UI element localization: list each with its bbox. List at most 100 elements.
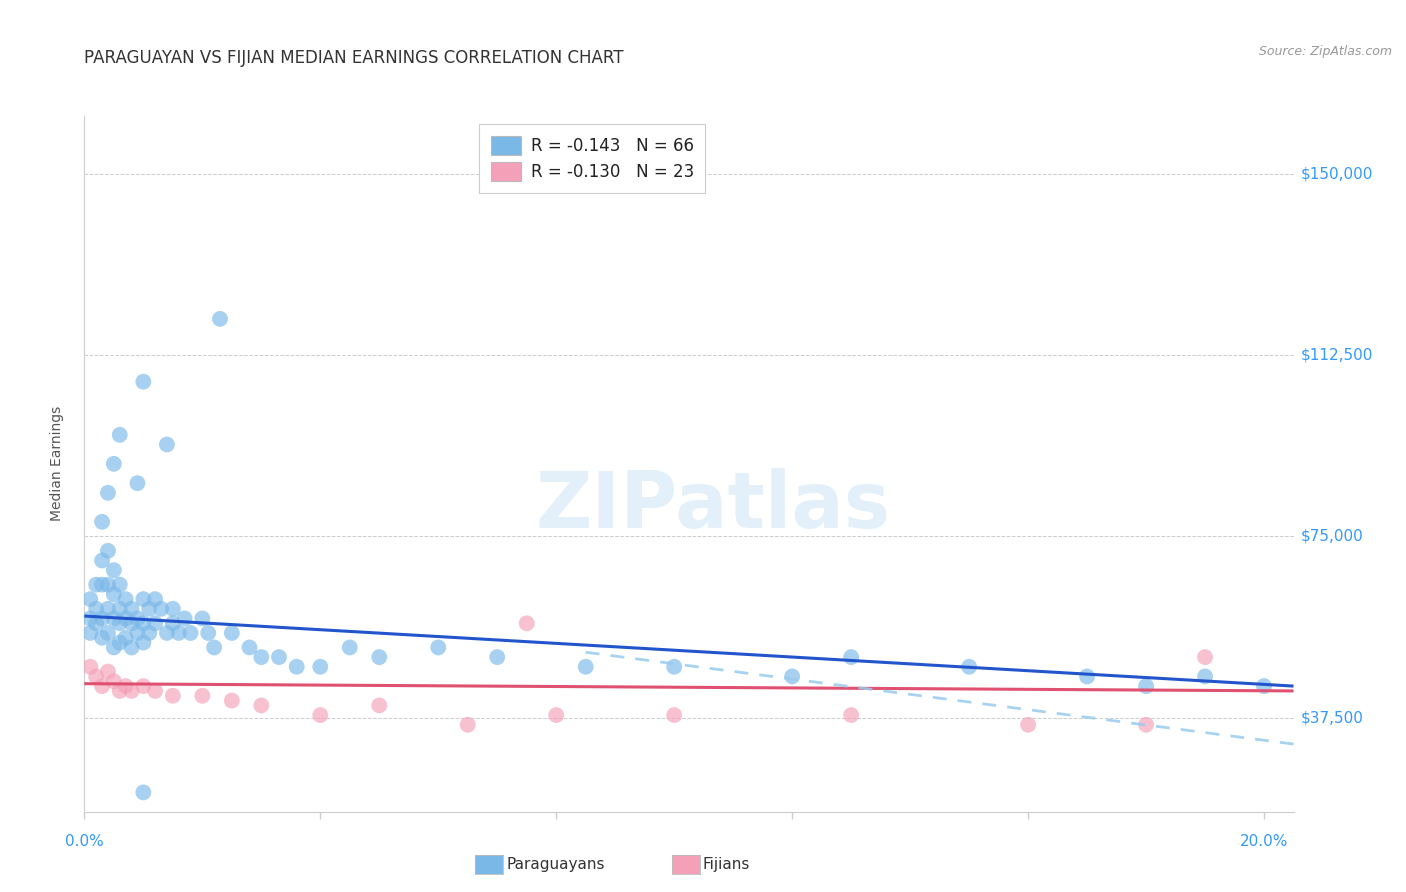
Point — [457, 717, 479, 731]
Point — [1135, 717, 1157, 731]
Text: 0.0%: 0.0% — [65, 834, 104, 849]
Point — [121, 616, 143, 631]
Point — [114, 631, 136, 645]
Point — [91, 611, 114, 625]
Point — [427, 640, 450, 655]
Point — [132, 375, 155, 389]
Point — [664, 660, 686, 674]
Point — [1076, 669, 1098, 683]
Point — [84, 669, 107, 683]
Point — [97, 602, 120, 616]
Point — [839, 708, 862, 723]
Point — [957, 660, 980, 674]
Text: $37,500: $37,500 — [1301, 710, 1364, 725]
Point — [132, 635, 155, 649]
Point — [108, 684, 131, 698]
Point — [114, 592, 136, 607]
Point — [97, 577, 120, 591]
Point — [108, 616, 131, 631]
Point — [103, 674, 125, 689]
Point — [162, 616, 184, 631]
Point — [103, 563, 125, 577]
Text: $150,000: $150,000 — [1301, 167, 1372, 181]
Point — [103, 611, 125, 625]
Point — [132, 679, 155, 693]
Point — [267, 650, 290, 665]
Point — [143, 684, 166, 698]
Point — [79, 611, 101, 625]
Text: Fijians: Fijians — [703, 857, 751, 871]
Text: $112,500: $112,500 — [1301, 348, 1372, 363]
Point — [132, 785, 155, 799]
Legend: R = -0.143   N = 66, R = -0.130   N = 23: R = -0.143 N = 66, R = -0.130 N = 23 — [479, 124, 706, 193]
Point — [84, 577, 107, 591]
Point — [250, 698, 273, 713]
Point — [127, 611, 149, 625]
Point — [250, 650, 273, 665]
Point — [180, 626, 202, 640]
Point — [339, 640, 361, 655]
Point — [127, 626, 149, 640]
Point — [285, 660, 308, 674]
Point — [132, 616, 155, 631]
Point — [108, 635, 131, 649]
Point — [114, 611, 136, 625]
Point — [162, 689, 184, 703]
Point — [202, 640, 225, 655]
Point — [221, 626, 243, 640]
Point — [108, 577, 131, 591]
Point — [664, 708, 686, 723]
Point — [91, 577, 114, 591]
Point — [221, 693, 243, 707]
Point — [91, 515, 114, 529]
Text: Source: ZipAtlas.com: Source: ZipAtlas.com — [1258, 45, 1392, 58]
Point — [208, 312, 231, 326]
Point — [1135, 679, 1157, 693]
Point — [309, 708, 332, 723]
Text: ZIPatlas: ZIPatlas — [536, 467, 890, 543]
Point — [156, 437, 179, 451]
Point — [138, 626, 160, 640]
Point — [103, 640, 125, 655]
Point — [97, 543, 120, 558]
Point — [97, 485, 120, 500]
Point — [150, 602, 173, 616]
Point — [108, 428, 131, 442]
Point — [103, 587, 125, 601]
Point — [191, 611, 214, 625]
Point — [516, 616, 538, 631]
Text: $75,000: $75,000 — [1301, 529, 1364, 544]
Point — [143, 616, 166, 631]
Point — [839, 650, 862, 665]
Point — [127, 476, 149, 491]
Point — [121, 684, 143, 698]
Point — [132, 592, 155, 607]
Point — [546, 708, 568, 723]
Point — [368, 650, 391, 665]
Point — [79, 592, 101, 607]
Point — [79, 626, 101, 640]
Point — [84, 616, 107, 631]
Point — [162, 602, 184, 616]
Point — [138, 602, 160, 616]
Point — [238, 640, 260, 655]
Point — [121, 640, 143, 655]
Point — [103, 457, 125, 471]
Point — [173, 611, 195, 625]
Point — [197, 626, 219, 640]
Point — [1194, 650, 1216, 665]
Point — [780, 669, 803, 683]
Point — [97, 626, 120, 640]
Point — [368, 698, 391, 713]
Point — [486, 650, 509, 665]
Y-axis label: Median Earnings: Median Earnings — [49, 406, 63, 522]
Point — [108, 602, 131, 616]
Text: PARAGUAYAN VS FIJIAN MEDIAN EARNINGS CORRELATION CHART: PARAGUAYAN VS FIJIAN MEDIAN EARNINGS COR… — [84, 49, 624, 67]
Point — [309, 660, 332, 674]
Point — [191, 689, 214, 703]
Point — [97, 665, 120, 679]
Point — [84, 602, 107, 616]
Point — [143, 592, 166, 607]
Point — [1017, 717, 1039, 731]
Point — [575, 660, 598, 674]
